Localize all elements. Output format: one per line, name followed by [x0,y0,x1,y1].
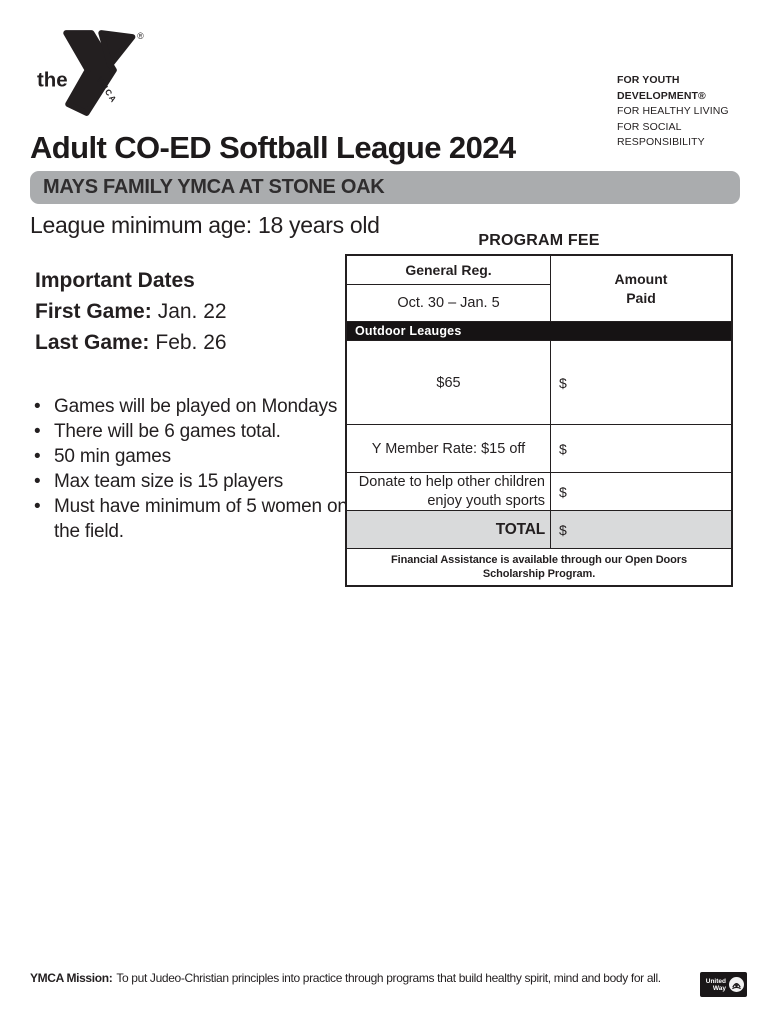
program-fee-table: General Reg. Oct. 30 – Jan. 5 Amount Pai… [345,254,733,587]
tagline-youth-development: FOR YOUTH DEVELOPMENT® [617,74,706,102]
donation-label: Donate to help other children enjoy yout… [347,473,551,510]
league-minimum-age: League minimum age: 18 years old [30,212,380,238]
rule-text: Max team size is 15 players [54,471,284,492]
list-item: There will be 6 games total. [34,419,350,444]
general-reg-header-cell: General Reg. Oct. 30 – Jan. 5 [347,256,551,321]
ymca-y-mark: the ® YMCA [37,30,144,116]
mission-text: To put Judeo-Christian principles into p… [116,971,661,985]
list-item: Games will be played on Mondays [34,394,350,419]
united-way-emblem-icon [729,977,744,992]
table-row: $65 $ [347,340,731,424]
outdoor-leagues-section-label: Outdoor Leauges [347,322,731,340]
bullet-icon [34,394,54,419]
amount-paid-cell: $ [559,483,567,500]
location-banner-text: MAYS FAMILY YMCA AT STONE OAK [43,176,385,198]
member-rate-label: Y Member Rate: $15 off [347,425,551,472]
first-game-label: First Game: [35,300,152,323]
last-game-line: Last Game: Feb. 26 [35,331,227,355]
bullet-icon [34,469,54,494]
united-way-line1: United [705,977,726,985]
rule-text: There will be 6 games total. [54,421,281,442]
important-dates-heading: Important Dates [35,269,195,292]
united-way-text: United Way [706,978,726,992]
rule-text: 50 min games [54,446,171,467]
tagline-healthy-living: FOR HEALTHY LIVING [617,105,729,117]
list-item: 50 min games [34,444,350,469]
amount-paid-cell: $ [559,440,567,457]
united-way-line2: Way [712,984,726,992]
general-reg-dates: Oct. 30 – Jan. 5 [397,295,500,311]
footnote-row: Financial Assistance is available throug… [347,548,731,585]
fee-amount-label: $65 [347,341,551,424]
general-reg-label: General Reg. [347,256,550,285]
tagline-social-responsibility: FOR SOCIAL RESPONSIBILITY [617,120,705,149]
logo-registered-mark: ® [137,31,144,41]
rule-text: Games will be played on Mondays [54,396,338,417]
logo-the-text: the [37,69,68,92]
table-row: Donate to help other children enjoy yout… [347,472,731,510]
page-title: Adult CO-ED Softball League 2024 [30,130,516,165]
bullet-icon [34,444,54,469]
program-fee-heading: PROGRAM FEE [478,232,600,249]
location-banner: MAYS FAMILY YMCA AT STONE OAK [30,171,740,204]
bullet-icon [34,494,54,544]
brand-taglines: FOR YOUTH DEVELOPMENT® FOR HEALTHY LIVIN… [617,73,770,151]
first-game-value: Jan. 22 [157,300,227,323]
amount-paid-header-cell: Amount Paid [614,270,668,306]
total-amount-cell: $ [551,511,731,548]
last-game-label: Last Game: [35,331,150,354]
table-row: Y Member Rate: $15 off $ [347,424,731,472]
important-dates-block: Important Dates First Game: Jan. 22 Last … [35,269,227,362]
table-header-row: General Reg. Oct. 30 – Jan. 5 Amount Pai… [347,256,731,321]
total-label: TOTAL [347,511,551,548]
league-rules-list: Games will be played on Mondays There wi… [34,394,350,544]
last-game-value: Feb. 26 [155,331,227,354]
first-game-line: First Game: Jan. 22 [35,300,227,324]
financial-assistance-note: Financial Assistance is available throug… [391,553,687,580]
rule-text: Must have minimum of 5 women on the fiel… [54,496,348,542]
list-item: Max team size is 15 players [34,469,350,494]
bullet-icon [34,419,54,444]
united-way-logo: United Way [700,972,747,997]
total-row: TOTAL $ [347,510,731,548]
ymca-mission-statement: YMCA Mission: To put Judeo-Christian prin… [30,971,710,985]
ymca-logo: the ® YMCA [36,24,148,122]
mission-label: YMCA Mission: [30,971,113,985]
section-header-row: Outdoor Leauges [347,321,731,340]
amount-paid-cell: $ [559,374,567,391]
list-item: Must have minimum of 5 women on the fiel… [34,494,350,544]
